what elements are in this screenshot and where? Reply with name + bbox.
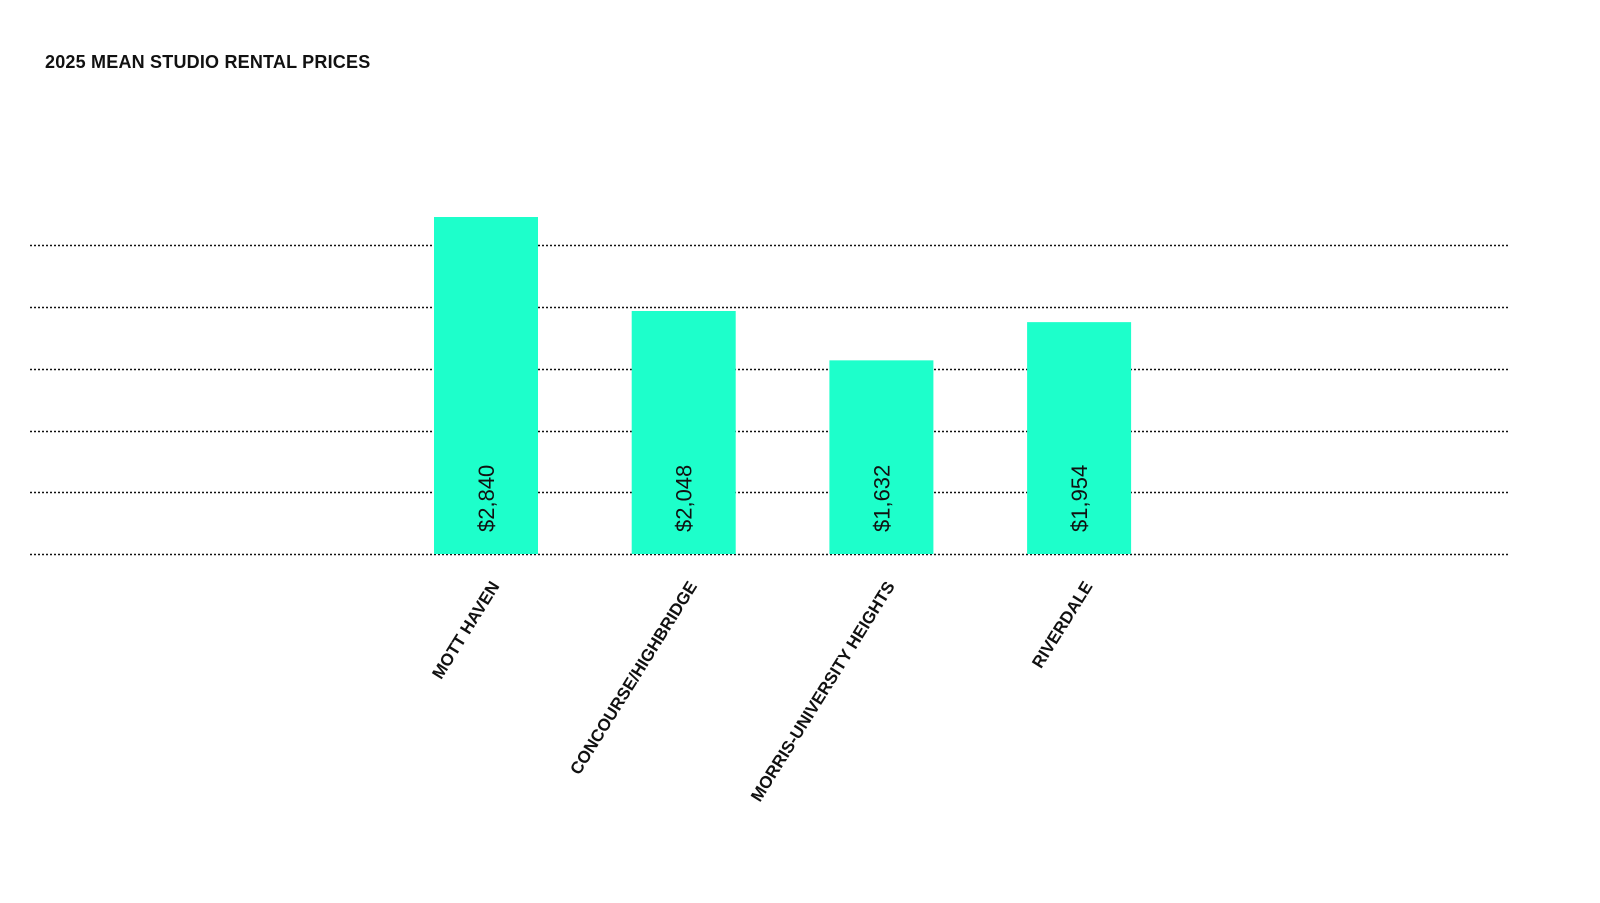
bar <box>829 360 934 554</box>
category-label: RIVERDALE <box>1028 578 1096 671</box>
chart-title: 2025 MEAN STUDIO RENTAL PRICES <box>45 52 371 72</box>
bar <box>434 217 538 554</box>
bar <box>1027 322 1132 554</box>
bar <box>631 310 736 554</box>
bar-value-label: $2,840 <box>474 465 499 532</box>
bar-value-label: $1,632 <box>869 465 894 532</box>
gridlines <box>30 244 1508 556</box>
category-label: CONCOURSE/HIGHBRIDGE <box>566 578 701 778</box>
category-labels: MOTT HAVEN CONCOURSE/HIGHBRIDGE MORRIS-UNI… <box>428 578 1096 805</box>
category-label: MORRIS-UNIVERSITY HEIGHTS <box>747 578 899 805</box>
category-label: MOTT HAVEN <box>428 578 503 682</box>
bar-value-label: $2,048 <box>672 465 697 532</box>
bar-value-label: $1,954 <box>1067 465 1092 532</box>
bars: $2,840 $2,048 $1,632 $1,954 <box>434 217 1132 554</box>
